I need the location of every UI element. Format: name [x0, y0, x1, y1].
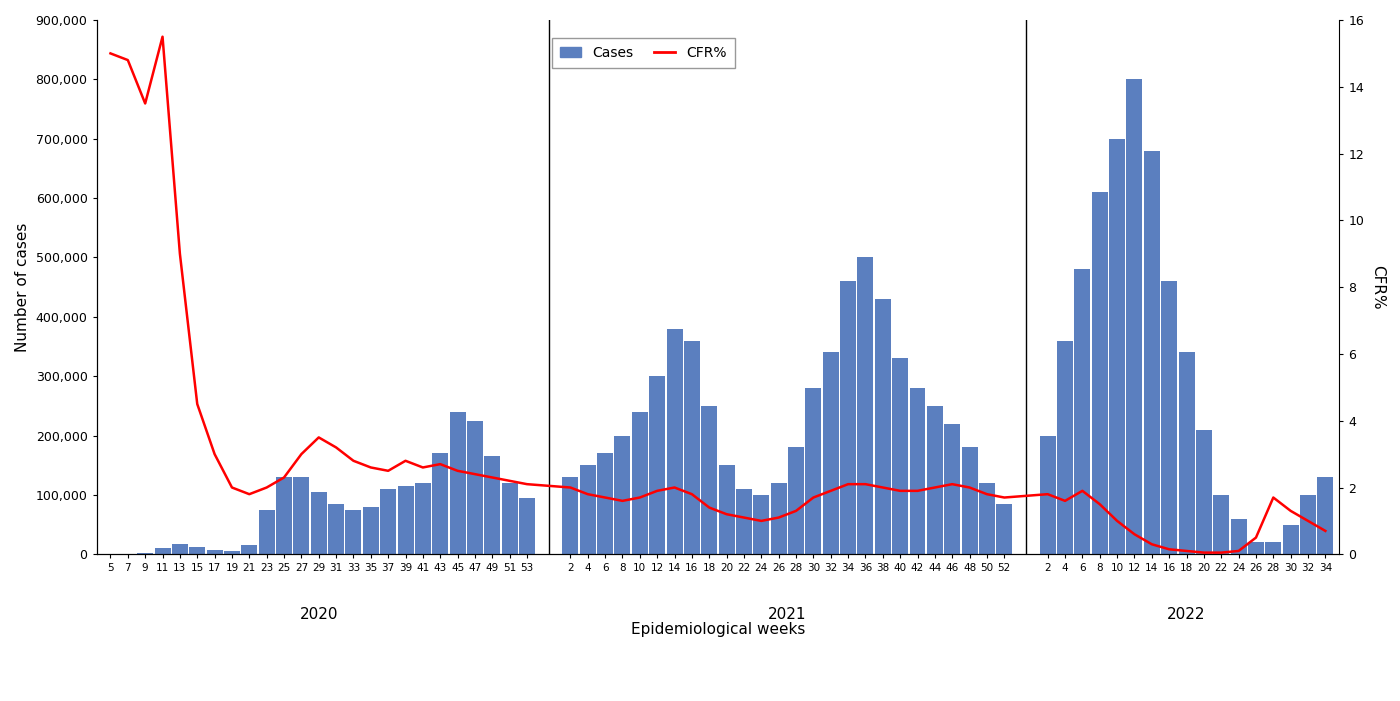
X-axis label: Epidemiological weeks: Epidemiological weeks — [631, 622, 805, 637]
Bar — [770, 483, 787, 554]
Bar — [154, 548, 171, 554]
Bar — [823, 353, 839, 554]
Bar — [1266, 543, 1281, 554]
Bar — [666, 329, 683, 554]
Text: 2021: 2021 — [769, 607, 806, 622]
Bar — [276, 477, 293, 554]
Bar — [1179, 353, 1194, 554]
Bar — [685, 341, 700, 554]
Bar — [979, 483, 995, 554]
Bar — [1092, 192, 1107, 554]
Bar — [1301, 495, 1316, 554]
Bar — [224, 551, 239, 554]
Bar — [1057, 341, 1072, 554]
Bar — [1109, 139, 1126, 554]
Bar — [363, 507, 379, 554]
Bar — [433, 454, 448, 554]
Bar — [1127, 79, 1142, 554]
Bar — [294, 477, 309, 554]
Bar — [580, 465, 596, 554]
Bar — [944, 423, 960, 554]
Bar — [484, 456, 500, 554]
Y-axis label: Number of cases: Number of cases — [15, 222, 29, 352]
Y-axis label: CFR%: CFR% — [1371, 265, 1385, 309]
Bar — [449, 411, 466, 554]
Bar — [997, 504, 1012, 554]
Bar — [1282, 524, 1299, 554]
Bar — [563, 477, 578, 554]
Bar — [172, 543, 188, 554]
Bar — [414, 483, 431, 554]
Bar — [1040, 435, 1056, 554]
Bar — [311, 492, 326, 554]
Bar — [718, 465, 735, 554]
Bar — [736, 489, 752, 554]
Bar — [328, 504, 344, 554]
Bar — [875, 299, 890, 554]
Bar — [1231, 519, 1246, 554]
Bar — [598, 454, 613, 554]
Bar — [137, 552, 153, 554]
Bar — [381, 489, 396, 554]
Bar — [398, 486, 413, 554]
Bar — [1196, 430, 1212, 554]
Bar — [189, 547, 206, 554]
Bar — [962, 447, 977, 554]
Bar — [1214, 495, 1229, 554]
Bar — [631, 411, 648, 554]
Bar — [788, 447, 804, 554]
Bar — [753, 495, 769, 554]
Bar — [1247, 543, 1264, 554]
Bar — [1074, 269, 1091, 554]
Text: 2020: 2020 — [300, 607, 337, 622]
Bar — [207, 550, 223, 554]
Bar — [519, 498, 535, 554]
Bar — [468, 421, 483, 554]
Bar — [1161, 281, 1177, 554]
Bar — [927, 406, 942, 554]
Bar — [701, 406, 717, 554]
Bar — [501, 483, 518, 554]
Bar — [1317, 477, 1333, 554]
Legend: Cases, CFR%: Cases, CFR% — [552, 38, 735, 68]
Bar — [910, 388, 925, 554]
Bar — [346, 510, 361, 554]
Bar — [892, 358, 909, 554]
Bar — [259, 510, 274, 554]
Bar — [241, 545, 258, 554]
Bar — [615, 435, 630, 554]
Text: 2022: 2022 — [1168, 607, 1205, 622]
Bar — [650, 376, 665, 554]
Bar — [840, 281, 855, 554]
Bar — [1144, 151, 1159, 554]
Bar — [805, 388, 822, 554]
Bar — [857, 257, 874, 554]
